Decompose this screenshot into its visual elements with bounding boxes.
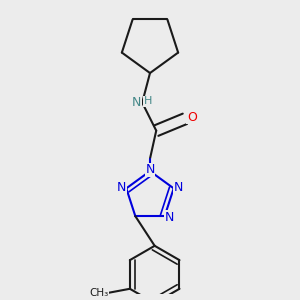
Text: N: N (165, 211, 174, 224)
Text: CH₃: CH₃ (89, 289, 108, 298)
Text: H: H (144, 96, 152, 106)
Text: N: N (174, 181, 183, 194)
Text: N: N (132, 96, 141, 109)
Text: N: N (145, 164, 155, 176)
Text: N: N (117, 181, 126, 194)
Text: O: O (187, 111, 197, 124)
